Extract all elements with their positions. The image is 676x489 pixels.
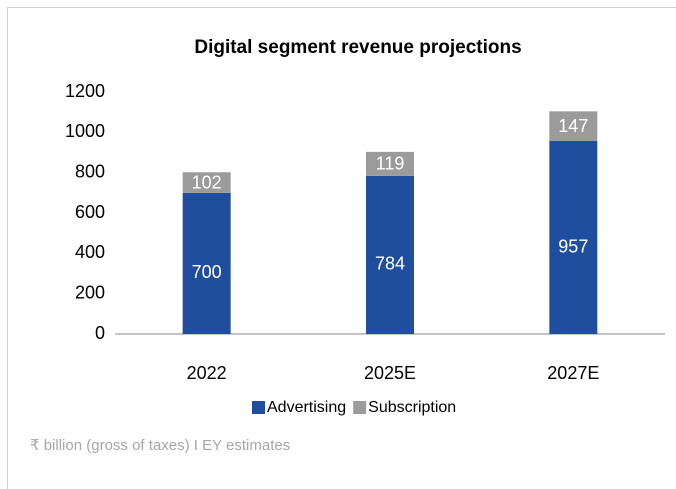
- y-tick-label: 600: [75, 202, 105, 222]
- data-label: 700: [192, 262, 222, 282]
- data-label: 784: [375, 254, 405, 274]
- data-label: 102: [192, 172, 222, 192]
- x-tick-label: 2027E: [547, 363, 599, 383]
- legend-label: Subscription: [368, 399, 456, 416]
- bar-segment: [549, 111, 598, 142]
- data-label: 147: [558, 116, 588, 136]
- y-tick-label: 800: [75, 161, 105, 181]
- bar-segment: [549, 141, 598, 334]
- y-tick-label: 1200: [65, 81, 105, 101]
- chart-title: Digital segment revenue projections: [194, 37, 521, 58]
- footnote: ₹ billion (gross of taxes) I EY estimate…: [30, 437, 290, 454]
- legend-swatch: [353, 401, 367, 414]
- bar-segment: [366, 151, 414, 176]
- frame: [7, 7, 676, 489]
- bar-segment: [366, 175, 414, 334]
- bar-segment: [182, 192, 231, 334]
- bar-segment: [182, 172, 231, 193]
- x-tick-label: 2022: [187, 363, 227, 383]
- data-label: 957: [558, 236, 588, 256]
- y-tick-label: 200: [75, 282, 105, 302]
- x-tick-label: 2025E: [364, 363, 416, 383]
- y-tick-label: 0: [95, 323, 105, 343]
- data-label: 119: [376, 154, 405, 174]
- y-tick-label: 1000: [65, 121, 105, 141]
- y-tick-label: 400: [75, 242, 105, 262]
- legend-label: Advertising: [267, 399, 346, 416]
- legend-swatch: [252, 401, 265, 414]
